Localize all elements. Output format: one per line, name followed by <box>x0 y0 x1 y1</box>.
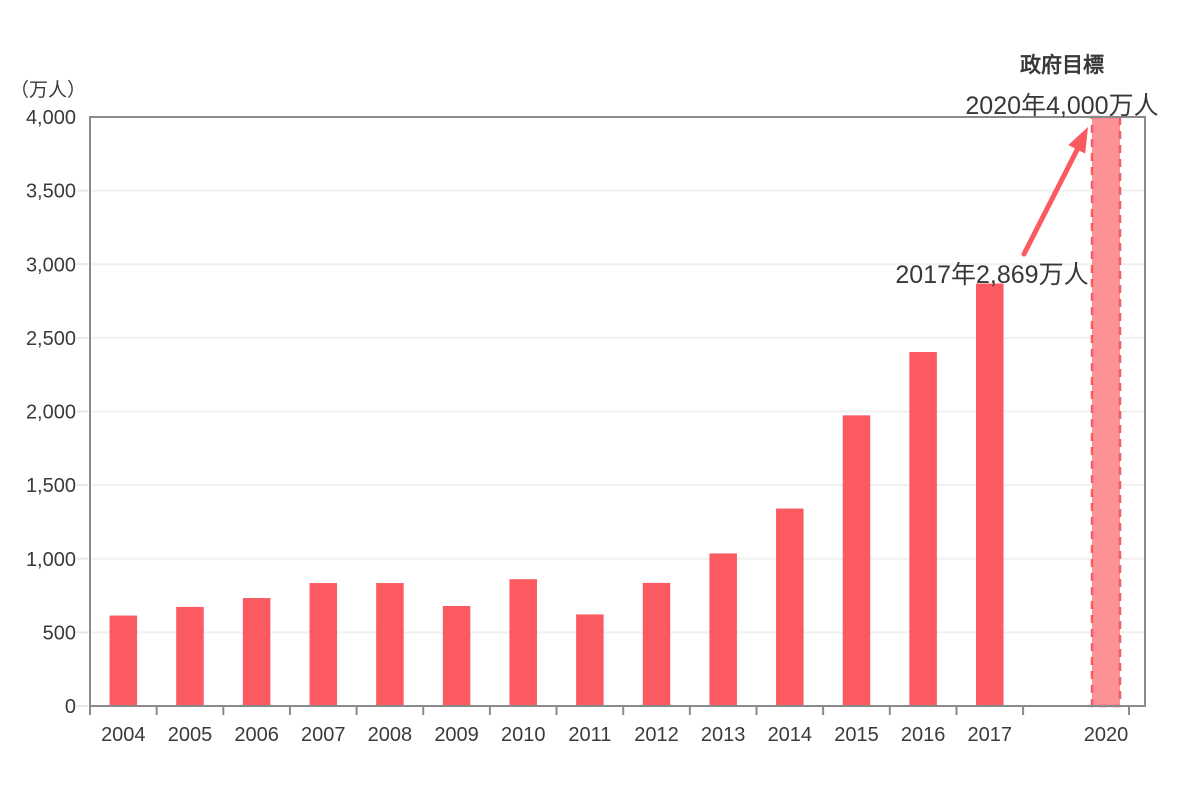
y-axis: 0 500 1,000 1,500 2,000 2,500 3,000 3,500 4,000 <box>26 107 88 718</box>
x-label-2009: 2009 <box>434 724 479 746</box>
y-tick-label-4000: 4,000 <box>26 107 76 129</box>
x-label-2013: 2013 <box>701 724 746 746</box>
x-label-2011: 2011 <box>568 724 611 746</box>
bar-2007 <box>309 583 338 706</box>
target-bar-2020 <box>1090 115 1122 708</box>
x-axis: 2004 2005 2006 2007 2008 2009 2010 2011 2012 2013… <box>89 707 1130 746</box>
x-label-2008: 2008 <box>368 724 413 746</box>
x-label-2014: 2014 <box>768 724 813 746</box>
bars <box>109 115 1122 708</box>
y-tick-label-500: 500 <box>43 622 76 644</box>
arrow-shaft <box>1021 147 1080 257</box>
bar-2011 <box>576 614 604 706</box>
y-tick-label-1500: 1,500 <box>26 475 76 497</box>
bar-2017 <box>976 283 1004 706</box>
bar-2008 <box>376 583 404 706</box>
bar-2012 <box>642 582 671 706</box>
x-label-2006: 2006 <box>234 724 279 746</box>
bar-2016 <box>909 352 937 706</box>
bar-2015 <box>842 415 871 706</box>
x-label-2010: 2010 <box>501 724 546 746</box>
arrow-annotation <box>1021 127 1088 257</box>
government-target-title: 政府目標 <box>1020 54 1104 77</box>
bar-2014 <box>776 508 804 706</box>
arrow-head <box>1068 127 1088 154</box>
gridlines <box>91 189 1144 634</box>
bar-2009 <box>442 606 471 706</box>
x-label-2005: 2005 <box>168 724 213 746</box>
plot-border <box>89 116 1146 707</box>
y-tick-label-3000: 3,000 <box>26 254 76 276</box>
bar-2010 <box>509 579 537 706</box>
x-label-2017: 2017 <box>968 724 1013 746</box>
y-tick-label-2500: 2,500 <box>26 328 76 350</box>
y-tick-label-3500: 3,500 <box>26 181 76 203</box>
bar-2013 <box>709 553 737 706</box>
x-label-2020: 2020 <box>1084 724 1129 746</box>
latest-value-annotation: 2017年2,869万人 <box>895 261 1089 289</box>
x-label-2016: 2016 <box>901 724 946 746</box>
y-axis-unit-label: （万人） <box>10 80 87 101</box>
y-tick-label-1000: 1,000 <box>26 549 76 571</box>
x-label-2007: 2007 <box>301 724 346 746</box>
bar-2004 <box>109 615 138 706</box>
x-label-2012: 2012 <box>634 724 679 746</box>
y-tick-label-2000: 2,000 <box>26 402 76 424</box>
government-target-annotation: 政府目標 2020年4,000万人 <box>932 49 1192 122</box>
bar-2005 <box>176 606 204 706</box>
y-tick-label-0: 0 <box>65 696 76 718</box>
x-label-2015: 2015 <box>834 724 879 746</box>
government-target-value: 2020年4,000万人 <box>965 92 1159 120</box>
bar-2006 <box>242 598 271 706</box>
x-label-2004: 2004 <box>101 724 146 746</box>
